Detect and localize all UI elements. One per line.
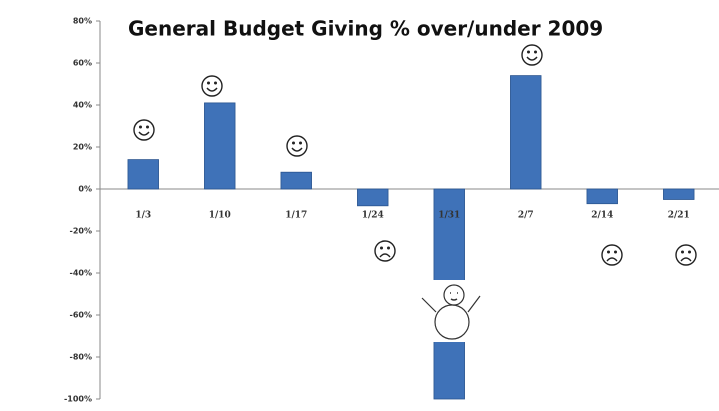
mouth — [292, 148, 302, 151]
y-tick-label: -40% — [70, 269, 92, 278]
bar — [281, 172, 312, 189]
snowman-head — [444, 285, 464, 305]
y-tick-label: 20% — [73, 143, 92, 152]
eye — [299, 142, 302, 145]
x-tick-label: 1/17 — [285, 211, 307, 221]
y-tick-label: -100% — [64, 395, 92, 404]
mouth — [207, 88, 217, 91]
chart: General Budget Giving % over/under 2009 … — [0, 0, 719, 411]
y-tick-label: -80% — [70, 353, 92, 362]
frowny — [602, 245, 622, 265]
y-tick-label: 40% — [73, 101, 92, 110]
bar — [128, 160, 159, 189]
bar — [510, 76, 541, 189]
y-tick-label: -20% — [70, 227, 92, 236]
smiley — [287, 136, 307, 156]
eye — [292, 142, 295, 145]
mouth — [527, 57, 537, 60]
eye — [607, 251, 610, 254]
y-tick-label: 80% — [73, 17, 92, 26]
frowny — [676, 245, 696, 265]
eye — [387, 247, 390, 250]
smiley — [202, 76, 222, 96]
x-tick-label: 2/7 — [518, 211, 534, 221]
bar — [357, 189, 388, 206]
bar — [204, 103, 235, 189]
bar — [587, 189, 618, 204]
face-outline — [602, 245, 622, 265]
bar — [663, 189, 694, 200]
x-tick-label: 1/3 — [135, 211, 151, 221]
chart-title: General Budget Giving % over/under 2009 — [128, 17, 603, 41]
smiley — [522, 45, 542, 65]
mouth — [380, 254, 390, 257]
eye — [207, 82, 210, 85]
x-tick-label: 2/21 — [668, 211, 690, 221]
smiley — [134, 120, 154, 140]
eye — [534, 51, 537, 54]
face-outline — [134, 120, 154, 140]
face-outline — [202, 76, 222, 96]
face-outline — [522, 45, 542, 65]
mouth — [681, 258, 691, 261]
frowny — [375, 241, 395, 261]
x-tick-label: 2/14 — [591, 211, 613, 221]
eye — [681, 251, 684, 254]
eye — [214, 82, 217, 85]
eye — [688, 251, 691, 254]
eye — [380, 247, 383, 250]
eye — [139, 126, 142, 129]
snowman-body — [435, 305, 469, 339]
x-tick-label: 1/24 — [362, 211, 384, 221]
eye — [527, 51, 530, 54]
x-tick-label: 1/31 — [438, 211, 460, 221]
y-tick-label: 0% — [78, 185, 92, 194]
face-outline — [287, 136, 307, 156]
eye — [146, 126, 149, 129]
y-tick-label: -60% — [70, 311, 92, 320]
x-tick-label: 1/10 — [209, 211, 231, 221]
face-outline — [375, 241, 395, 261]
eye — [614, 251, 617, 254]
y-tick-label: 60% — [73, 59, 92, 68]
mouth — [607, 258, 617, 261]
mouth — [139, 132, 149, 135]
snowman — [422, 280, 482, 342]
face-outline — [676, 245, 696, 265]
